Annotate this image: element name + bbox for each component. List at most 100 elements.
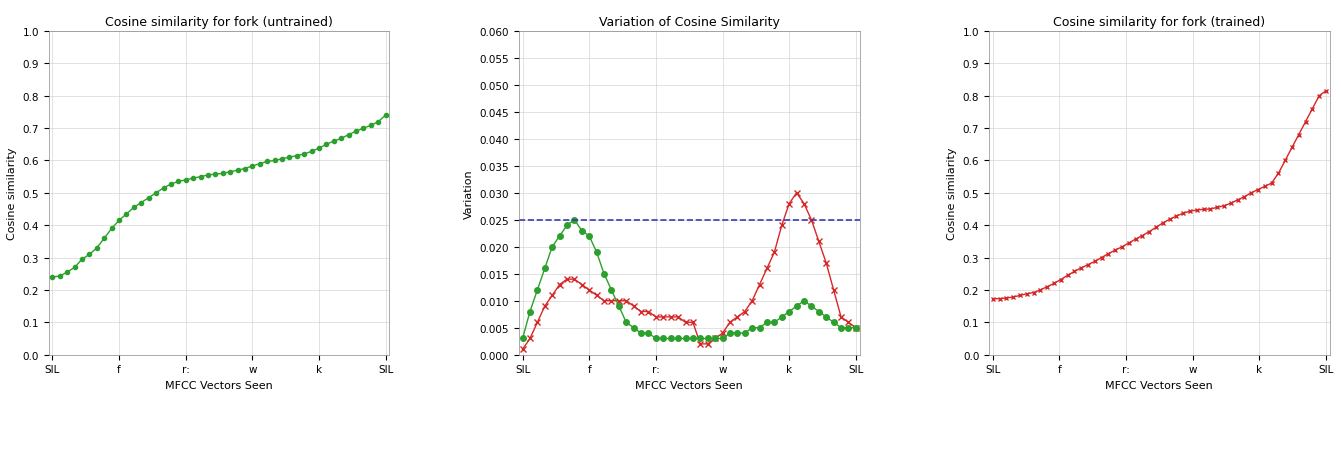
- cosine_similarity: [355, 126, 371, 131]
- untrained-model: [797, 298, 813, 304]
- trained-model: [589, 293, 605, 298]
- cosine_similarity: [341, 132, 357, 138]
- untrained-model: [648, 336, 664, 341]
- untrained-model: [626, 325, 642, 331]
- X-axis label: MFCC Vectors Seen: MFCC Vectors Seen: [1105, 380, 1214, 390]
- cosine_similarity: [1155, 221, 1171, 226]
- untrained-model: [544, 244, 561, 250]
- cosine_similarity: [252, 162, 268, 167]
- trained-model: [721, 320, 738, 325]
- cosine_similarity: [1196, 207, 1212, 212]
- trained-model: [700, 341, 716, 347]
- trained-model: [789, 191, 805, 196]
- untrained-model: [774, 314, 790, 320]
- cosine_similarity: [1216, 203, 1232, 209]
- cosine_similarity: [1210, 205, 1226, 211]
- cosine_similarity: [1270, 171, 1286, 177]
- untrained-model: [574, 228, 590, 234]
- cosine_similarity: [1134, 233, 1151, 239]
- cosine_similarity: [349, 129, 365, 135]
- cosine_similarity: [1073, 266, 1089, 271]
- cosine_similarity: [1311, 94, 1328, 99]
- cosine_similarity: [1188, 208, 1204, 213]
- trained-model: [751, 282, 767, 288]
- cosine_similarity: [215, 171, 231, 177]
- cosine_similarity: [1318, 89, 1334, 94]
- cosine_similarity: [1059, 273, 1075, 278]
- cosine_similarity: [1086, 259, 1102, 265]
- cosine_similarity: [44, 275, 60, 280]
- cosine_similarity: [237, 167, 253, 172]
- untrained-model: [833, 325, 849, 331]
- untrained-model: [744, 325, 760, 331]
- cosine_similarity: [991, 296, 1007, 302]
- untrained-model: [610, 304, 626, 309]
- trained-model: [559, 277, 575, 282]
- cosine_similarity: [1277, 158, 1293, 164]
- cosine_similarity: [1141, 229, 1157, 235]
- cosine_similarity: [148, 191, 164, 196]
- trained-model: [797, 202, 813, 207]
- cosine_similarity: [193, 174, 209, 180]
- X-axis label: MFCC Vectors Seen: MFCC Vectors Seen: [636, 380, 743, 390]
- untrained-model: [618, 320, 634, 325]
- trained-model: [818, 261, 834, 266]
- untrained-model: [559, 223, 575, 228]
- cosine_similarity: [162, 182, 178, 187]
- cosine_similarity: [1175, 211, 1191, 217]
- cosine_similarity: [1236, 195, 1252, 200]
- trained-model: [744, 298, 760, 304]
- untrained-model: [641, 331, 657, 336]
- trained-model: [641, 309, 657, 314]
- trained-model: [692, 341, 708, 347]
- trained-model: [715, 331, 731, 336]
- untrained-model: [818, 314, 834, 320]
- trained-model: [736, 309, 752, 314]
- cosine_similarity: [1019, 292, 1035, 297]
- cosine_similarity: [333, 136, 349, 142]
- cosine_similarity: [178, 178, 194, 183]
- cosine_similarity: [244, 164, 260, 169]
- cosine_similarity: [296, 152, 312, 157]
- cosine_similarity: [1053, 277, 1069, 283]
- untrained-model: [730, 331, 746, 336]
- cosine_similarity: [1263, 181, 1279, 187]
- untrained-model: [515, 336, 531, 341]
- trained-model: [774, 223, 790, 228]
- untrained-model: [789, 304, 805, 309]
- untrained-model: [522, 309, 538, 314]
- trained-model: [707, 336, 723, 341]
- cosine_similarity: [1121, 241, 1137, 246]
- trained-model: [685, 320, 701, 325]
- untrained-model: [536, 266, 552, 272]
- cosine_similarity: [1168, 214, 1184, 219]
- cosine_similarity: [1291, 132, 1307, 138]
- cosine_similarity: [52, 273, 68, 279]
- cosine_similarity: [1257, 184, 1273, 190]
- trained-model: [841, 320, 857, 325]
- cosine_similarity: [59, 270, 75, 275]
- cosine_similarity: [984, 296, 1000, 302]
- cosine_similarity: [1250, 187, 1266, 193]
- cosine_similarity: [1114, 245, 1130, 250]
- Title: Cosine similarity for fork (trained): Cosine similarity for fork (trained): [1053, 16, 1266, 29]
- cosine_similarity: [1223, 201, 1239, 207]
- untrained-model: [589, 250, 605, 255]
- trained-model: [618, 298, 634, 304]
- cosine_similarity: [200, 173, 216, 178]
- cosine_similarity: [1039, 284, 1055, 290]
- untrained-model: [603, 288, 620, 293]
- untrained-model: [715, 336, 731, 341]
- cosine_similarity: [1108, 248, 1124, 253]
- untrained-model: [530, 288, 546, 293]
- cosine_similarity: [118, 212, 134, 217]
- cosine_similarity: [67, 265, 83, 270]
- cosine_similarity: [156, 186, 172, 191]
- cosine_similarity: [141, 196, 157, 201]
- trained-model: [759, 266, 775, 272]
- cosine_similarity: [318, 142, 334, 147]
- cosine_similarity: [274, 157, 290, 162]
- untrained-model: [841, 325, 857, 331]
- cosine_similarity: [1093, 255, 1109, 261]
- untrained-model: [736, 331, 752, 336]
